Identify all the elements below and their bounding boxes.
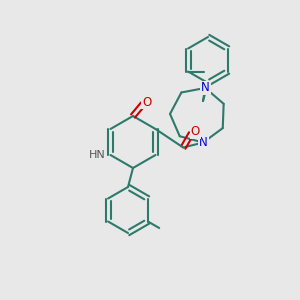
Text: HN: HN <box>89 150 106 160</box>
Text: N: N <box>201 82 210 94</box>
Text: O: O <box>190 125 200 138</box>
Text: N: N <box>199 136 208 149</box>
Text: O: O <box>142 95 152 109</box>
